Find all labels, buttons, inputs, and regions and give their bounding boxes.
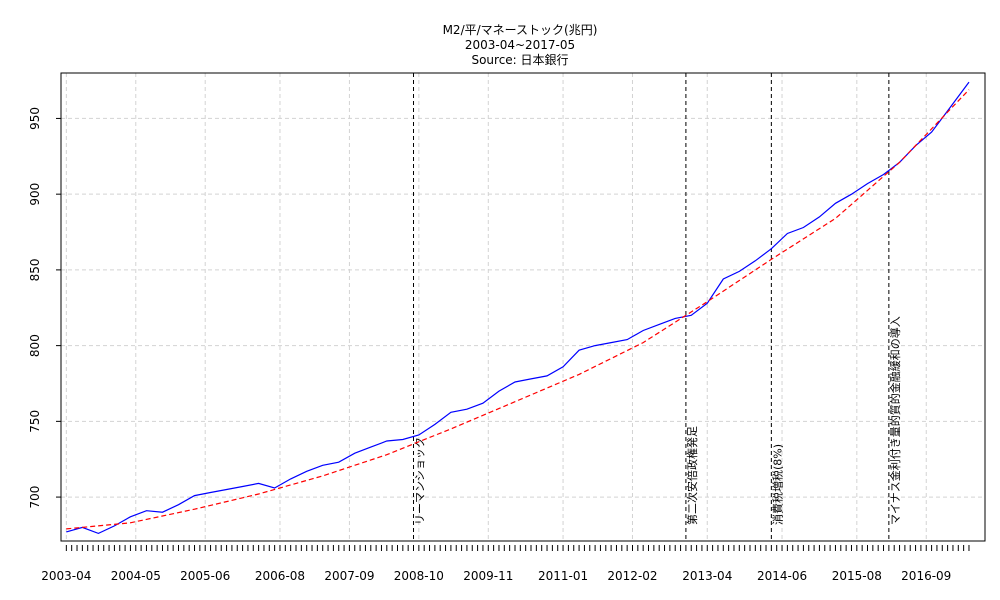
- series-layer: [66, 81, 970, 535]
- x-tick-label: 2013-04: [682, 569, 732, 583]
- x-tick-label: 2004-05: [111, 569, 161, 583]
- event-label: マイナス金利付き量的質的金融緩和の導入: [888, 316, 902, 525]
- x-tick-label: 2016-09: [901, 569, 951, 583]
- x-tick-label: 2014-06: [757, 569, 807, 583]
- plot-frame: [60, 72, 986, 542]
- y-tick-label: 750: [28, 410, 42, 433]
- x-tick-label: 2003-04: [41, 569, 91, 583]
- event-label: リーマンショック: [414, 437, 427, 525]
- event-label: 消費税増税(8%): [770, 444, 784, 525]
- event-label: 第二次安倍政権発足: [685, 426, 699, 525]
- y-tick-label: 700: [28, 486, 42, 509]
- x-tick-label: 2006-08: [255, 569, 305, 583]
- x-tick-label: 2015-08: [832, 569, 882, 583]
- trend-line: [66, 89, 970, 530]
- y-tick-label: 850: [28, 258, 42, 281]
- x-tick-label: 2008-10: [394, 569, 444, 583]
- series-line: [66, 81, 970, 535]
- chart-source: Source: 日本銀行: [471, 53, 568, 67]
- x-tick-label: 2007-09: [324, 569, 374, 583]
- chart-subtitle: 2003-04~2017-05: [465, 38, 575, 52]
- axis-layer: 700 750 800 850 900 950 2003-04 2004-05 2005-06 2…: [28, 107, 970, 583]
- x-tick-label: 2005-06: [180, 569, 230, 583]
- y-tick-label: 800: [28, 334, 42, 357]
- y-tick-label: 900: [28, 183, 42, 206]
- x-tick-label: 2011-01: [538, 569, 588, 583]
- y-tick-label: 950: [28, 107, 42, 130]
- x-tick-label: 2009-11: [463, 569, 513, 583]
- event-layer: リーマンショック 第二次安倍政権発足 消費税増税(8%) マイナス金利付き量的質的金融…: [413, 73, 902, 541]
- grid-layer: [61, 73, 985, 541]
- chart-title: M2/平/マネーストック(兆円): [443, 23, 598, 37]
- x-tick-label: 2012-02: [607, 569, 657, 583]
